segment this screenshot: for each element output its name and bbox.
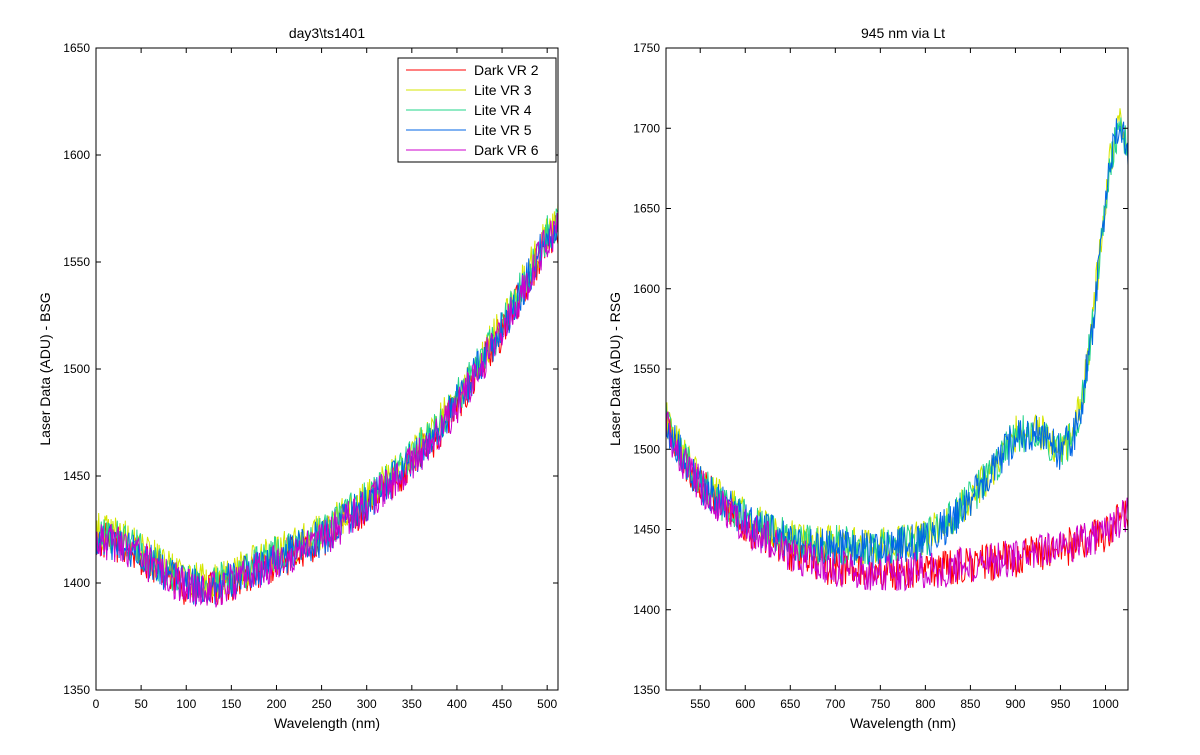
x-tick-label: 700 [825, 697, 845, 711]
series-line-3 [666, 117, 1128, 567]
series-line-5 [666, 411, 1128, 592]
y-axis-label: Laser Data (ADU) - BSG [37, 292, 53, 445]
chart-right: 945 nm via Lt Wavelength (nm) Laser Data… [607, 25, 1129, 731]
chart-left: day3\ts1401 Wavelength (nm) Laser Data (… [37, 25, 559, 731]
legend-label: Dark VR 2 [474, 62, 539, 78]
x-tick-label: 50 [134, 697, 148, 711]
y-tick-label: 1650 [633, 202, 660, 216]
series-line-lite-vr-5 [96, 213, 558, 605]
y-tick-label: 1500 [63, 362, 90, 376]
series-group [96, 202, 558, 608]
series-line-lite-vr-4 [96, 208, 558, 602]
y-tick-label: 1400 [63, 576, 90, 590]
y-tick-label: 1750 [633, 41, 660, 55]
series-line-dark-vr-6 [96, 212, 558, 608]
legend: Dark VR 2 Lite VR 3 Lite VR 4 Lite VR 5 Dark… [397, 57, 557, 163]
y-tick-label: 1600 [633, 282, 660, 296]
x-tick-label: 900 [1005, 697, 1025, 711]
x-tick-label: 400 [447, 697, 467, 711]
series-line-dark-vr-2 [96, 215, 558, 606]
chart-title: 945 nm via Lt [861, 25, 945, 41]
x-tick-label: 1000 [1092, 697, 1119, 711]
x-tick-label: 300 [357, 697, 377, 711]
y-tick-label: 1400 [633, 603, 660, 617]
x-tick-label: 500 [537, 697, 557, 711]
series-group [666, 108, 1128, 592]
x-tick-label: 750 [870, 697, 890, 711]
y-axis-label: Laser Data (ADU) - RSG [607, 292, 623, 446]
x-tick-label: 150 [221, 697, 241, 711]
y-tick-label: 1350 [633, 683, 660, 697]
x-tick-label: 950 [1050, 697, 1070, 711]
y-tick-label: 1650 [63, 41, 90, 55]
y-tick-label: 1550 [633, 362, 660, 376]
series-line-2 [666, 108, 1128, 566]
x-tick-label: 650 [780, 697, 800, 711]
x-tick-label: 850 [960, 697, 980, 711]
y-tick-label: 1450 [633, 523, 660, 537]
x-axis-label: Wavelength (nm) [274, 715, 380, 731]
x-tick-label: 800 [915, 697, 935, 711]
chart-title: day3\ts1401 [289, 25, 365, 41]
legend-label: Dark VR 6 [474, 142, 539, 158]
y-tick-label: 1350 [63, 683, 90, 697]
x-tick-label: 350 [402, 697, 422, 711]
y-tick-label: 1600 [63, 148, 90, 162]
y-tick-label: 1450 [63, 469, 90, 483]
y-tick-label: 1500 [633, 442, 660, 456]
legend-label: Lite VR 4 [474, 102, 532, 118]
x-tick-label: 200 [266, 697, 286, 711]
y-tick-label: 1700 [633, 121, 660, 135]
x-tick-label: 450 [492, 697, 512, 711]
plot-frame [665, 47, 1129, 691]
x-tick-label: 250 [312, 697, 332, 711]
x-tick-label: 0 [93, 697, 100, 711]
x-axis-label: Wavelength (nm) [850, 715, 956, 731]
x-tick-label: 550 [690, 697, 710, 711]
x-tick-label: 100 [176, 697, 196, 711]
x-tick-label: 600 [735, 697, 755, 711]
y-tick-label: 1550 [63, 255, 90, 269]
legend-label: Lite VR 5 [474, 122, 532, 138]
legend-label: Lite VR 3 [474, 82, 532, 98]
